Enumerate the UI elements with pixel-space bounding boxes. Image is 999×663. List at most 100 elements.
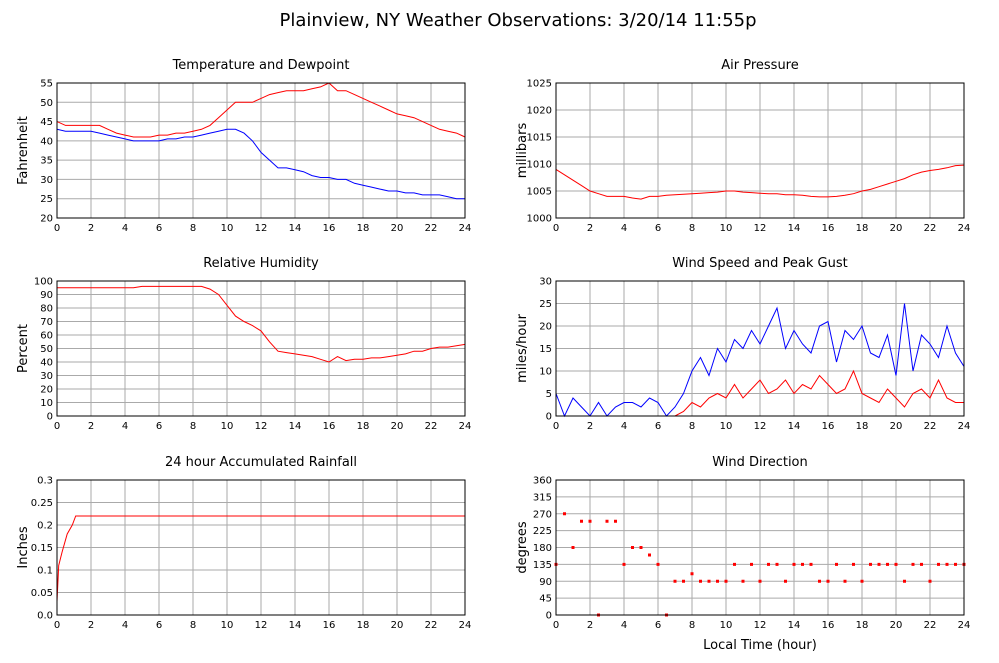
- y-tick-label: 0.15: [31, 543, 53, 554]
- y-tick-label: 0.25: [31, 498, 53, 509]
- x-tick-label: 10: [720, 223, 733, 234]
- plot-frame: [555, 280, 965, 417]
- data-point: [758, 579, 762, 583]
- x-tick-label: 24: [958, 223, 971, 234]
- x-tick-label: 18: [856, 620, 869, 631]
- panel-title: Air Pressure: [721, 58, 799, 73]
- data-point: [894, 562, 898, 566]
- y-tick-label: 50: [40, 344, 53, 355]
- data-point: [733, 562, 736, 566]
- y-tick-label: 70: [40, 317, 53, 328]
- x-tick-label: 12: [754, 223, 767, 234]
- x-tick-label: 20: [890, 421, 903, 432]
- x-tick-label: 24: [958, 620, 971, 631]
- x-tick-label: 0: [54, 421, 60, 432]
- x-tick-label: 18: [856, 223, 869, 234]
- data-point: [724, 579, 728, 583]
- data-line: [555, 164, 965, 200]
- x-tick-label: 8: [689, 421, 695, 432]
- plot-frame: [555, 479, 965, 616]
- data-point: [903, 579, 906, 583]
- data-point: [826, 579, 830, 583]
- data-point: [699, 579, 702, 583]
- x-tick-label: 22: [924, 421, 937, 432]
- data-point: [852, 562, 855, 566]
- y-tick-label: 0.1: [37, 566, 53, 577]
- y-tick-label: 55: [40, 79, 53, 90]
- x-tick-label: 2: [587, 620, 593, 631]
- x-tick-label: 18: [357, 620, 370, 631]
- data-point: [622, 562, 626, 566]
- data-point: [818, 579, 821, 583]
- y-tick-label: 30: [40, 371, 53, 382]
- y-tick-label: 30: [539, 277, 552, 288]
- x-tick-label: 0: [553, 223, 559, 234]
- x-tick-label: 20: [890, 223, 903, 234]
- y-tick-label: 0.3: [37, 476, 53, 487]
- x-tick-label: 16: [822, 223, 835, 234]
- data-point: [920, 562, 923, 566]
- data-line: [56, 128, 465, 200]
- x-tick-label: 6: [655, 421, 661, 432]
- y-tick-label: 50: [40, 98, 53, 109]
- data-line: [555, 303, 965, 418]
- data-point: [954, 562, 957, 566]
- data-point: [580, 519, 583, 523]
- data-point: [877, 562, 881, 566]
- x-tick-label: 14: [788, 223, 801, 234]
- x-tick-label: 0: [54, 223, 60, 234]
- x-tick-label: 8: [190, 223, 196, 234]
- data-point: [801, 562, 804, 566]
- data-point: [588, 519, 592, 523]
- x-tick-label: 0: [553, 421, 559, 432]
- y-axis-label: degrees: [515, 521, 530, 574]
- x-tick-label: 22: [425, 223, 438, 234]
- data-point: [937, 562, 940, 566]
- x-tick-label: 8: [190, 421, 196, 432]
- y-tick-label: 0: [546, 412, 552, 423]
- y-tick-label: 1000: [527, 214, 552, 225]
- y-tick-label: 0.05: [31, 588, 53, 599]
- data-point: [928, 579, 932, 583]
- data-point: [784, 579, 787, 583]
- x-tick-label: 18: [357, 223, 370, 234]
- panel-title: Wind Direction: [712, 455, 808, 470]
- x-tick-label: 0: [54, 620, 60, 631]
- y-tick-label: 40: [40, 136, 53, 147]
- y-tick-label: 90: [539, 577, 552, 588]
- data-point: [869, 562, 872, 566]
- x-tick-label: 22: [425, 421, 438, 432]
- x-tick-label: 6: [655, 223, 661, 234]
- x-tick-label: 18: [856, 421, 869, 432]
- x-tick-label: 12: [255, 223, 268, 234]
- data-point: [631, 546, 634, 549]
- y-tick-label: 1015: [527, 133, 552, 144]
- x-tick-label: 6: [156, 223, 162, 234]
- x-tick-label: 22: [924, 223, 937, 234]
- data-point: [809, 562, 813, 566]
- data-point: [571, 546, 575, 549]
- x-tick-label: 4: [621, 421, 627, 432]
- data-point: [860, 579, 864, 583]
- plot-frame: [56, 479, 466, 616]
- data-point: [716, 579, 719, 583]
- data-point: [614, 519, 617, 523]
- data-point: [563, 512, 566, 516]
- y-tick-label: 30: [40, 175, 53, 186]
- y-tick-label: 45: [539, 594, 552, 605]
- data-point: [775, 562, 779, 566]
- x-tick-label: 20: [391, 421, 404, 432]
- y-tick-label: 10: [40, 398, 53, 409]
- data-point: [656, 562, 660, 566]
- x-tick-label: 2: [88, 421, 94, 432]
- x-tick-label: 8: [190, 620, 196, 631]
- y-tick-label: 15: [539, 344, 552, 355]
- y-tick-label: 25: [539, 299, 552, 310]
- x-tick-label: 12: [754, 620, 767, 631]
- y-tick-label: 60: [40, 331, 53, 342]
- y-tick-label: 0: [47, 412, 53, 423]
- y-tick-label: 45: [40, 117, 53, 128]
- y-tick-label: 360: [533, 476, 552, 487]
- x-tick-label: 16: [822, 620, 835, 631]
